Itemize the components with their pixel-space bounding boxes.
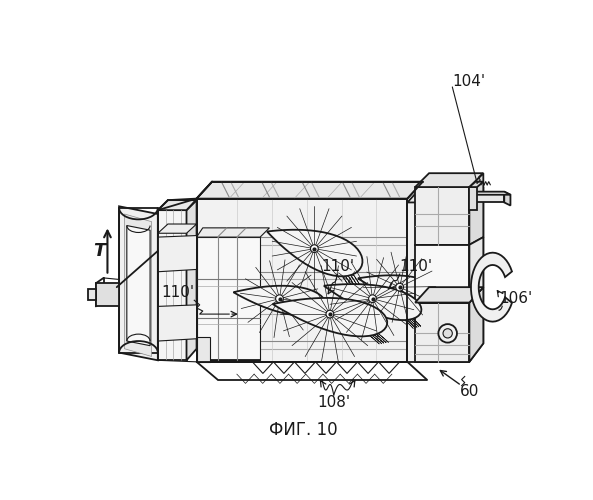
Polygon shape [234, 286, 326, 316]
Polygon shape [196, 228, 269, 237]
Polygon shape [471, 252, 512, 322]
Polygon shape [470, 187, 477, 210]
Polygon shape [196, 337, 210, 362]
Polygon shape [470, 192, 511, 194]
Polygon shape [158, 305, 196, 341]
Polygon shape [158, 236, 196, 272]
Text: 60: 60 [460, 384, 479, 398]
Text: 108': 108' [317, 395, 350, 410]
Polygon shape [267, 230, 362, 276]
Text: T: T [93, 242, 105, 260]
Polygon shape [119, 206, 158, 360]
Polygon shape [196, 237, 260, 360]
Polygon shape [88, 290, 96, 300]
Polygon shape [273, 298, 387, 337]
Polygon shape [415, 245, 470, 302]
Polygon shape [470, 192, 504, 202]
Polygon shape [415, 287, 483, 302]
Polygon shape [158, 224, 196, 233]
Polygon shape [96, 284, 119, 306]
Polygon shape [504, 192, 511, 205]
Circle shape [443, 328, 452, 338]
Polygon shape [470, 173, 483, 245]
Polygon shape [158, 210, 187, 360]
Polygon shape [324, 284, 422, 320]
Polygon shape [158, 328, 196, 337]
Polygon shape [470, 237, 483, 302]
Text: 110': 110' [321, 259, 354, 274]
Polygon shape [415, 187, 470, 245]
Text: 104': 104' [452, 74, 486, 89]
Polygon shape [470, 182, 483, 187]
Circle shape [369, 295, 377, 302]
Polygon shape [127, 226, 150, 346]
Polygon shape [407, 202, 470, 362]
Circle shape [311, 245, 318, 252]
Polygon shape [358, 276, 441, 304]
Circle shape [396, 284, 403, 291]
Polygon shape [196, 182, 423, 198]
Polygon shape [158, 200, 196, 210]
Polygon shape [470, 287, 483, 362]
Circle shape [438, 324, 457, 342]
Polygon shape [415, 302, 470, 362]
Polygon shape [470, 187, 483, 362]
Polygon shape [415, 173, 483, 187]
Text: 106': 106' [499, 291, 532, 306]
Text: 110': 110' [161, 285, 195, 300]
Polygon shape [196, 198, 407, 362]
Text: 110': 110' [400, 259, 433, 274]
Circle shape [276, 295, 283, 302]
Circle shape [326, 310, 334, 318]
Polygon shape [407, 187, 483, 202]
Text: ФИГ. 10: ФИГ. 10 [269, 420, 338, 438]
Polygon shape [187, 200, 196, 360]
Polygon shape [125, 214, 152, 356]
